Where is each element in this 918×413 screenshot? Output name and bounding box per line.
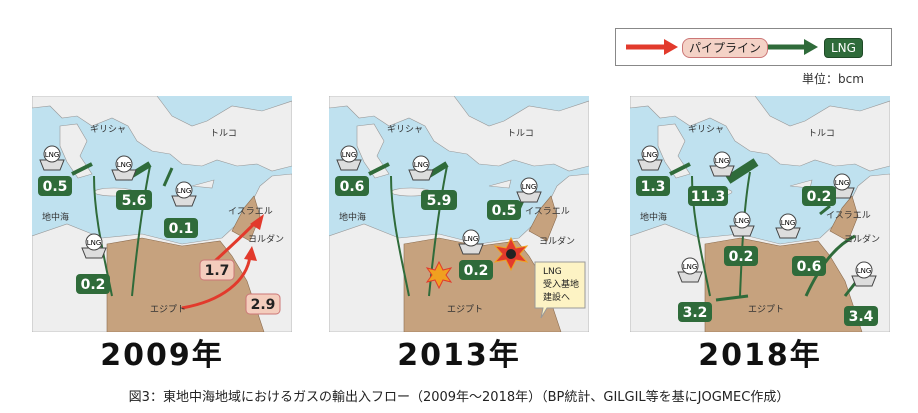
- svg-text:LNG: LNG: [45, 151, 60, 159]
- lng-ship-icon: LNG: [709, 151, 735, 177]
- lng-ship-icon: LNG: [637, 145, 663, 171]
- lng-ship-icon: LNG: [408, 155, 434, 181]
- svg-text:LNG: LNG: [522, 183, 537, 191]
- place-turkey: トルコ: [507, 129, 534, 139]
- place-israel: イスラエル: [525, 206, 570, 217]
- value-label: 1.7: [205, 263, 230, 279]
- value-label: 5.6: [122, 193, 147, 209]
- value-label: 2.9: [251, 297, 276, 313]
- place-sea: 地中海: [42, 211, 69, 223]
- svg-text:建設へ: 建設へ: [543, 291, 570, 303]
- svg-text:LNG: LNG: [464, 235, 479, 243]
- callout-box: LNG 受入基地 建設へ: [534, 261, 586, 319]
- map-2013: LNG LNG LNG LNG ギリシャ トルコ 地中海 イスラエル ヨルダン …: [329, 96, 589, 332]
- value-label: 3.2: [683, 305, 708, 321]
- svg-text:LNG: LNG: [735, 217, 750, 225]
- svg-text:LNG: LNG: [835, 179, 850, 187]
- unit-label: 単位：bcm: [802, 72, 864, 86]
- lng-ship-icon: LNG: [39, 145, 65, 171]
- svg-text:LNG: LNG: [177, 187, 192, 195]
- svg-text:LNG: LNG: [715, 157, 730, 165]
- lng-ship-icon: LNG: [729, 211, 755, 237]
- lng-ship-icon: LNG: [516, 177, 542, 203]
- value-label: 11.3: [691, 189, 726, 205]
- svg-text:LNG: LNG: [643, 151, 658, 159]
- place-israel: イスラエル: [228, 206, 273, 217]
- svg-text:LNG: LNG: [87, 239, 102, 247]
- lng-ship-icon: LNG: [336, 145, 362, 171]
- legend-lng-label: LNG: [824, 38, 863, 58]
- value-label: 0.2: [81, 277, 106, 293]
- value-label: 0.2: [464, 263, 489, 279]
- value-label: 0.1: [169, 221, 194, 237]
- svg-text:LNG: LNG: [857, 267, 872, 275]
- map-2009: LNG LNG LNG LNG ギリシャ トルコ 地中海 イスラエル ヨルダン …: [32, 96, 292, 332]
- lng-ship-icon: LNG: [111, 155, 137, 181]
- place-jordan: ヨルダン: [248, 233, 284, 245]
- legend-pipeline-label: パイプライン: [682, 38, 769, 58]
- svg-text:LNG: LNG: [781, 219, 796, 227]
- svg-text:LNG: LNG: [342, 151, 357, 159]
- place-egypt: エジプト: [447, 304, 483, 315]
- svg-text:LNG: LNG: [683, 263, 698, 271]
- value-label: 0.6: [797, 259, 822, 275]
- value-label: 0.2: [807, 189, 832, 205]
- svg-text:受入基地: 受入基地: [543, 278, 579, 290]
- year-label: 2009年: [100, 338, 224, 373]
- map-2018: LNG LNG LNG LNG LNG LNG LNG ギリシャ トルコ 地中海…: [630, 96, 890, 332]
- svg-text:LNG: LNG: [543, 267, 562, 277]
- place-sea: 地中海: [339, 211, 366, 223]
- lng-ship-icon: LNG: [775, 213, 801, 239]
- place-greece: ギリシャ: [90, 124, 126, 135]
- value-label: 5.9: [427, 193, 452, 209]
- legend-arrows: [626, 39, 818, 55]
- lng-ship-icon: LNG: [171, 181, 197, 207]
- place-egypt: エジプト: [748, 304, 784, 315]
- figure-caption: 図3：東地中海地域におけるガスの輸出入フロー（2009年～2018年）（BP統計…: [128, 390, 790, 405]
- place-jordan: ヨルダン: [844, 233, 880, 245]
- place-turkey: トルコ: [210, 129, 237, 139]
- svg-text:LNG: LNG: [414, 161, 429, 169]
- place-sea: 地中海: [640, 211, 667, 223]
- place-turkey: トルコ: [808, 129, 835, 139]
- place-greece: ギリシャ: [387, 124, 423, 135]
- value-label: 1.3: [641, 179, 666, 195]
- lng-ship-icon: LNG: [458, 229, 484, 255]
- explosion-icon: [425, 260, 453, 290]
- value-label: 0.2: [729, 249, 754, 265]
- lng-ship-icon: LNG: [851, 261, 877, 287]
- place-egypt: エジプト: [150, 304, 186, 315]
- value-label: 3.4: [849, 309, 874, 325]
- place-greece: ギリシャ: [688, 124, 724, 135]
- legend: パイプライン LNG: [615, 28, 892, 66]
- value-label: 0.6: [340, 179, 365, 195]
- year-label: 2018年: [698, 338, 822, 373]
- year-label: 2013年: [397, 338, 521, 373]
- place-israel: イスラエル: [826, 210, 871, 221]
- lng-ship-icon: LNG: [81, 233, 107, 259]
- value-label: 0.5: [43, 179, 68, 195]
- lng-ship-icon: LNG: [677, 257, 703, 283]
- value-label: 0.5: [492, 203, 517, 219]
- place-jordan: ヨルダン: [539, 235, 575, 247]
- svg-text:LNG: LNG: [117, 161, 132, 169]
